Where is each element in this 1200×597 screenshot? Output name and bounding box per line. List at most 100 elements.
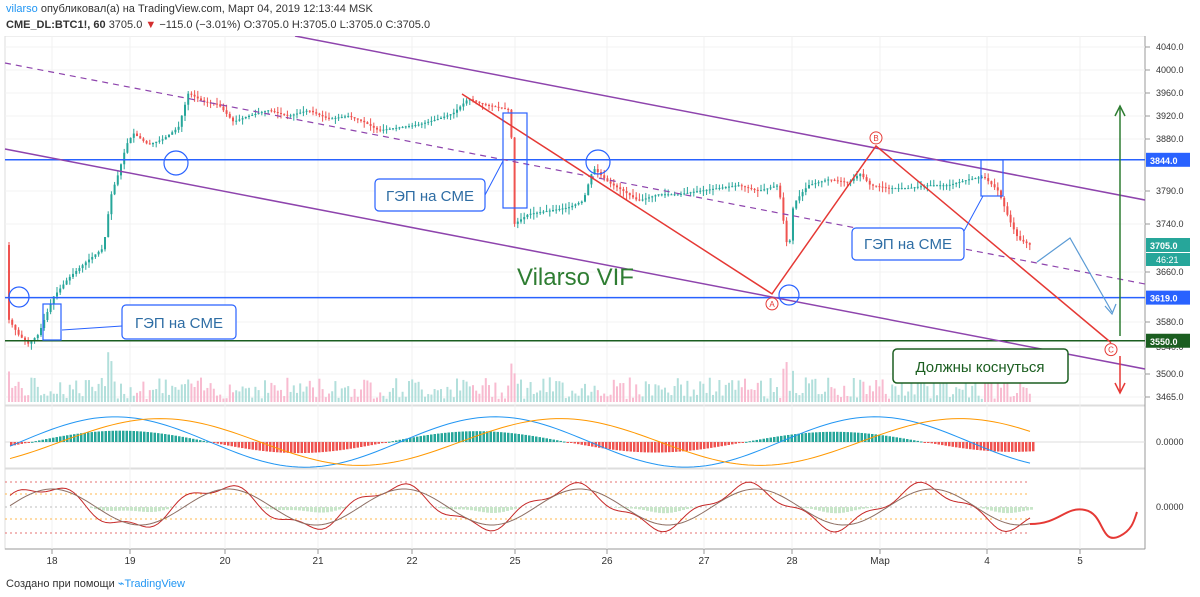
gap-callout-box [374, 178, 486, 212]
volume-bar [238, 391, 241, 402]
candle-body [625, 191, 628, 194]
macd-pane[interactable] [4, 405, 1146, 469]
candle-body [248, 115, 250, 117]
volume-bar [168, 394, 170, 402]
gap-callout-box [121, 304, 237, 340]
candle-body [59, 288, 62, 293]
stoch-fill [106, 507, 109, 511]
candle-body [500, 107, 503, 109]
volume-bar [952, 394, 954, 402]
stoch-pane[interactable] [4, 468, 1146, 550]
macd-histogram-bar [584, 442, 587, 446]
stoch-fill [338, 507, 341, 510]
gap-box [980, 159, 1004, 197]
point-C-label: C [1108, 346, 1114, 355]
volume-bar [171, 385, 174, 402]
stoch-fill [310, 507, 313, 512]
macd-histogram-bar [311, 442, 314, 453]
stoch-fill [122, 507, 125, 511]
countdown-box [1146, 253, 1190, 266]
macd-histogram-bar [955, 442, 958, 448]
volume-bar [478, 393, 481, 402]
volume-bar [369, 382, 372, 402]
macd-histogram-bar [983, 442, 986, 451]
price-chart[interactable]: A B C ГЭП на CME ГЭП на CME ГЭП на CME Должны … [0, 36, 1200, 576]
ohlc-values: O:3705.0 H:3705.0 L:3705.0 C:3705.0 [243, 19, 431, 31]
price-tick-label: 3960.0 [1156, 88, 1184, 98]
candle-body [94, 254, 97, 257]
macd-histogram-bar [944, 442, 947, 446]
macd-histogram-bar [157, 433, 160, 442]
macd-histogram-bar [629, 442, 632, 452]
macd-histogram-bar [951, 442, 954, 447]
volume-bar [388, 391, 391, 402]
stoch-fill [978, 507, 981, 508]
author-name[interactable]: vilarso [6, 3, 38, 15]
price-tick-label: 3740.0 [1156, 219, 1184, 229]
volume-bar [977, 395, 980, 402]
macd-histogram-bar [864, 433, 867, 442]
volume-bar [996, 382, 999, 402]
volume-bar [990, 379, 993, 402]
candle-body [222, 106, 225, 111]
candle-body [734, 185, 737, 187]
macd-histogram-bar [899, 437, 902, 442]
volume-bar [273, 385, 276, 402]
macd-histogram-bar [640, 442, 643, 453]
stoch-fill [626, 507, 629, 509]
volume-bar [542, 378, 545, 402]
price-tick-label: 4040.0 [1156, 42, 1184, 52]
price-label: 3705.0 [1150, 241, 1178, 251]
macd-histogram-bar [234, 442, 237, 447]
candle-body [932, 185, 935, 187]
macd-histogram-bar [752, 440, 755, 442]
macd-histogram-bar [150, 432, 153, 442]
candle-body [792, 208, 794, 241]
candle-body [590, 174, 593, 185]
volume-bar [318, 378, 321, 402]
volume-bar [312, 387, 314, 402]
volume-bar [830, 387, 833, 402]
macd-histogram-bar [360, 442, 363, 448]
volume-bar [187, 379, 190, 402]
volume-bar [158, 378, 161, 402]
macd-histogram-bar [608, 442, 611, 450]
macd-histogram-bar [853, 432, 856, 442]
price-label-box [1146, 152, 1190, 167]
macd-histogram-bar [860, 432, 863, 442]
macd-histogram-bar [279, 442, 282, 453]
candle-body [232, 117, 234, 122]
macd-histogram-bar [797, 433, 800, 442]
candle-body [785, 220, 788, 243]
volume-bar [139, 391, 142, 402]
stoch-fill [94, 507, 97, 510]
volume-bar [568, 396, 570, 402]
volume-bar [654, 384, 657, 402]
callout-pointer [963, 195, 984, 232]
volume-bar [382, 395, 385, 402]
price-tick-label: 3880.0 [1156, 134, 1184, 144]
macd-histogram-bar [601, 442, 604, 449]
tradingview-logo[interactable]: ⌁TradingView [117, 578, 185, 590]
price-label: 3619.0 [1150, 294, 1178, 304]
macd-histogram-bar [965, 442, 968, 449]
highlight-circle [585, 149, 611, 175]
volume-bar [824, 391, 826, 402]
candle-body [776, 185, 778, 187]
volume-bar [894, 386, 897, 402]
stoch-fill [862, 507, 865, 509]
volume-bar [872, 391, 874, 402]
macd-histogram-bar [255, 442, 258, 451]
candle-body [33, 338, 36, 342]
macd-histogram-bar [479, 431, 482, 442]
candle-body [17, 329, 20, 335]
symbol-name: CME_DL:BTC1!, 60 [6, 19, 106, 31]
candle-body [747, 187, 750, 189]
candle-body [296, 113, 298, 115]
macd-histogram-bar [496, 431, 499, 442]
candle-body [190, 93, 193, 95]
volume-bar [884, 393, 887, 402]
volume-bar [408, 381, 410, 402]
macd-histogram-bar [909, 439, 912, 442]
candle-body [132, 133, 135, 138]
